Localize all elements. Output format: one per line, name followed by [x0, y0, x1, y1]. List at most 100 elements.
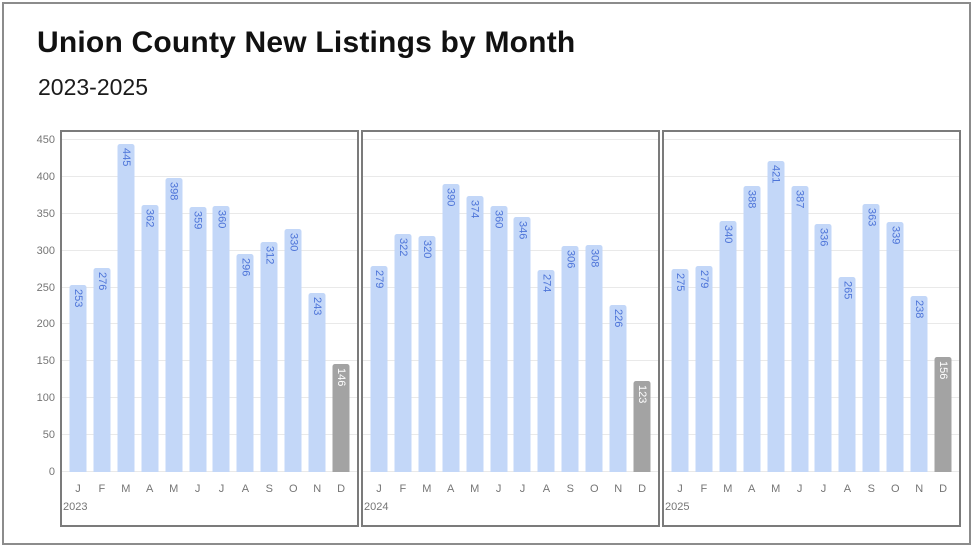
bar-slot: 340 [716, 132, 740, 472]
gridline [62, 249, 357, 251]
gridline [664, 286, 959, 288]
bar-slot: 275 [668, 132, 692, 472]
y-tick-label: 350 [36, 207, 55, 220]
gridline [62, 323, 357, 325]
gridline [363, 175, 658, 177]
bar-slot: 322 [391, 132, 415, 472]
month-label: J [677, 483, 683, 495]
bar-slot: 308 [582, 132, 606, 472]
bar-2025-A: 265 [838, 276, 856, 472]
bar-2024-S: 306 [561, 246, 579, 472]
gridline [62, 212, 357, 214]
bar-slot: 312 [257, 132, 281, 472]
bar-value-label: 238 [913, 300, 926, 319]
month-label: F [399, 483, 407, 495]
bar-2024-O: 308 [585, 244, 603, 472]
month-label: S [867, 483, 875, 495]
bar-value-label: 362 [143, 208, 156, 228]
bar-2024-J: 360 [490, 206, 508, 472]
bar-slot: 387 [788, 132, 812, 472]
gridline [363, 139, 658, 140]
month-label: D [337, 483, 346, 495]
bar-value-label: 123 [636, 385, 649, 404]
chart-panel-2023: 253 276 445 362 398 359 360 296 312 330 243 146 J F M A… [60, 130, 359, 527]
month-label: F [700, 483, 708, 495]
year-label: 2023 [63, 501, 88, 513]
bar-value-label: 253 [71, 289, 84, 308]
bar-value-label: 336 [817, 228, 830, 247]
month-label: A [748, 483, 756, 495]
bar-value-label: 330 [287, 232, 300, 251]
gridline [62, 286, 357, 288]
bar-2025-D-muted: 156 [934, 356, 952, 472]
bar-slot: 360 [210, 132, 234, 472]
bar-value-label: 363 [865, 208, 878, 227]
bar-2025-J: 387 [791, 186, 809, 472]
y-tick-label: 450 [36, 134, 55, 146]
month-label: J [218, 483, 225, 495]
gridline [62, 471, 357, 472]
y-tick-label: 300 [36, 244, 55, 257]
bar-slot: 253 [66, 132, 90, 472]
month-label: J [495, 483, 502, 495]
month-label: S [265, 483, 273, 495]
month-label: O [589, 483, 599, 495]
gridline [363, 286, 658, 288]
bar-value-label: 387 [793, 190, 806, 209]
bar-value-label: 360 [215, 210, 228, 229]
gridline [62, 175, 357, 177]
bar-2024-N: 226 [609, 305, 627, 472]
bar-2025-S: 363 [862, 204, 880, 472]
bar-value-label: 226 [612, 309, 625, 328]
bar-slot: 123 [630, 132, 654, 472]
y-tick-label: 400 [36, 170, 55, 183]
month-label: A [146, 483, 154, 495]
gridline [664, 212, 959, 214]
bar-slot: 336 [812, 132, 836, 472]
gridline [363, 212, 658, 214]
gridline [62, 397, 357, 399]
bar-2024-J: 346 [513, 216, 531, 472]
chart-card: Union County New Listings by Month 2023-… [2, 2, 971, 545]
bar-slot: 388 [740, 132, 764, 472]
bar-2025-O: 339 [886, 221, 904, 472]
bar-value-label: 340 [721, 225, 734, 244]
y-tick-label: 100 [36, 392, 55, 405]
bar-2024-D-muted: 123 [633, 381, 651, 472]
bar-slot: 359 [186, 132, 210, 472]
bar-slot: 398 [162, 132, 186, 472]
bar-2023-M: 445 [117, 143, 135, 472]
bar-slot: 330 [281, 132, 305, 472]
charts-area: 0 50 100 150 200 250 300 350 400 450 253 276 445 362… [32, 130, 961, 527]
gridline [664, 139, 959, 140]
bar-2023-J: 360 [212, 206, 230, 472]
month-label: M [422, 483, 432, 495]
bar-2023-D-muted: 146 [332, 364, 350, 472]
month-label: J [820, 483, 827, 495]
bar-value-label: 146 [335, 368, 348, 387]
bars: 253 276 445 362 398 359 360 296 312 330 243 146 [66, 132, 353, 472]
gridline [62, 139, 357, 140]
month-label: J [75, 483, 81, 495]
bar-2023-M: 398 [165, 178, 183, 472]
gridline [664, 434, 959, 436]
month-label: D [939, 483, 948, 495]
month-label: J [796, 483, 803, 495]
bar-value-label: 359 [191, 211, 204, 230]
bar-2024-M: 374 [466, 196, 484, 472]
bar-value-label: 388 [745, 189, 758, 209]
x-axis: J F M A M J J A S O N D 2024 [363, 472, 658, 523]
chart-panel-2024: 279 322 320 390 374 360 346 274 306 308 226 123 J F M A… [361, 130, 660, 527]
gridline [664, 397, 959, 399]
bar-slot: 306 [558, 132, 582, 472]
bar-value-label: 390 [444, 188, 457, 207]
gridline [363, 360, 658, 362]
month-label: M [121, 483, 131, 495]
gridline [664, 471, 959, 472]
bar-value-label: 339 [889, 225, 902, 245]
bar-slot: 421 [764, 132, 788, 472]
bar-slot: 390 [439, 132, 463, 472]
bar-2023-A: 296 [236, 253, 254, 472]
bars: 279 322 320 390 374 360 346 274 306 308 226 123 [367, 132, 654, 472]
